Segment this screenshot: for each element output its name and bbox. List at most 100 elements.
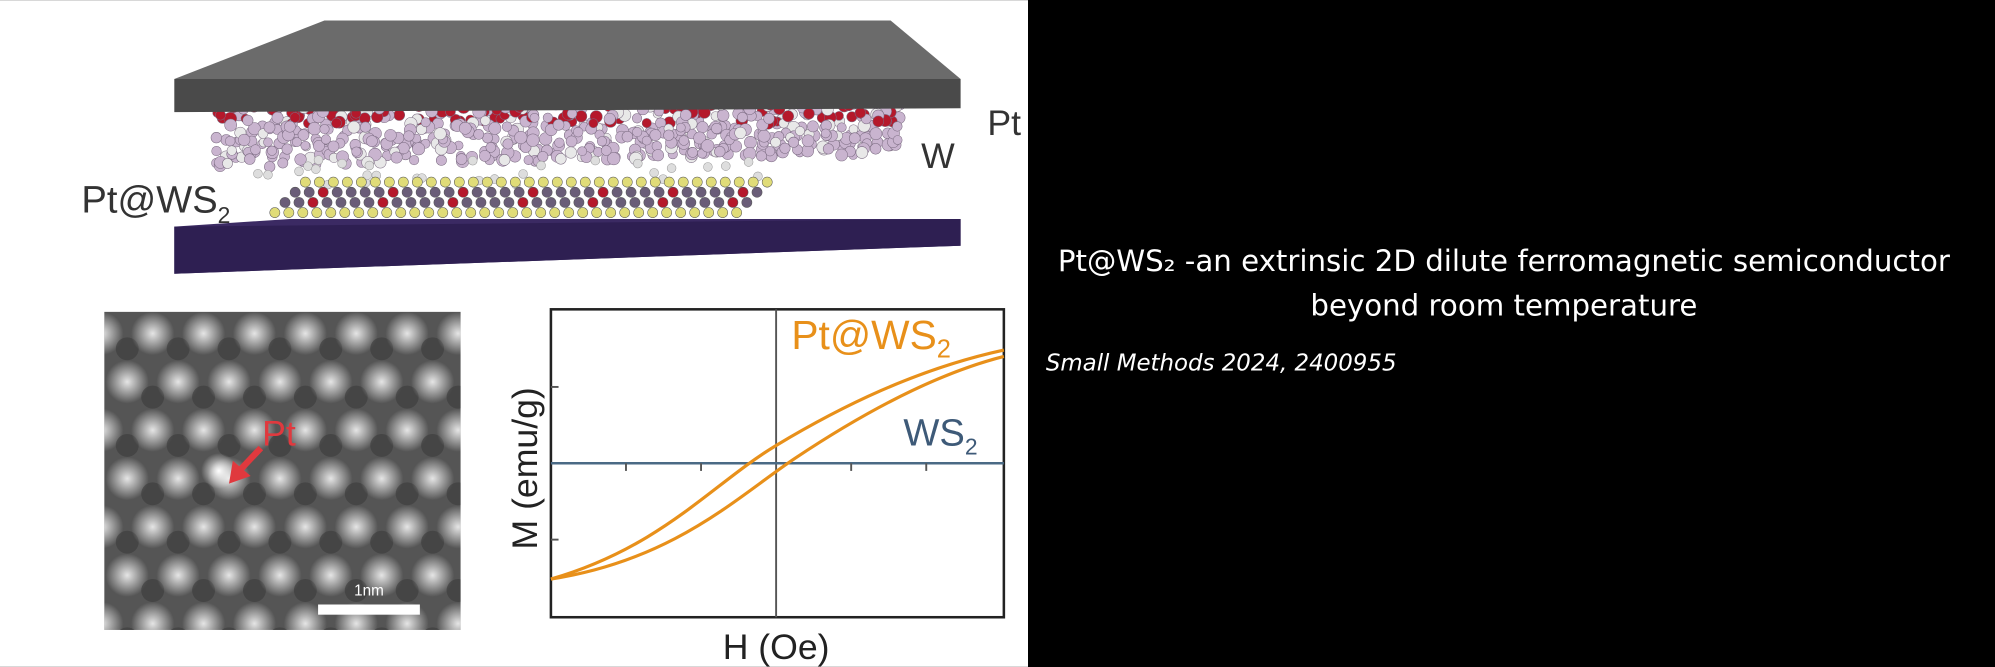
atom — [242, 114, 254, 126]
label-main: Pt@WS — [791, 312, 936, 358]
atom — [680, 109, 692, 121]
atom — [313, 139, 325, 152]
lattice-spot — [156, 360, 200, 404]
atom — [731, 207, 743, 218]
substrate-front — [174, 218, 961, 274]
atom — [687, 147, 698, 158]
atom — [345, 186, 357, 198]
atom — [303, 186, 315, 198]
lattice-spot — [309, 360, 353, 404]
atom — [711, 122, 723, 135]
atom — [681, 186, 693, 198]
atom — [695, 186, 707, 198]
lattice-spot — [309, 456, 353, 501]
atom — [523, 176, 535, 188]
lattice-dark — [120, 627, 135, 630]
atom — [269, 207, 281, 218]
lattice-dark — [421, 337, 445, 361]
atom — [577, 146, 588, 157]
atom — [717, 207, 729, 218]
title-line: beyond room temperature — [1310, 289, 1697, 323]
atom — [458, 121, 472, 135]
atom — [607, 152, 621, 166]
atom — [701, 139, 715, 153]
lattice-spot — [232, 601, 277, 630]
atom — [373, 186, 385, 198]
atom — [699, 197, 711, 208]
atom — [629, 197, 641, 208]
lattice-dark — [395, 385, 419, 409]
atom — [300, 176, 311, 188]
atom — [641, 118, 652, 128]
atom — [493, 207, 505, 218]
atom — [691, 176, 703, 188]
lattice-dark — [272, 627, 288, 630]
atom — [782, 110, 794, 123]
atom — [761, 176, 773, 188]
lattice-dark — [425, 627, 440, 630]
lattice-dark — [170, 627, 186, 630]
atom — [307, 122, 321, 136]
atom — [211, 146, 222, 157]
lattice-spot — [104, 602, 124, 630]
atom — [685, 197, 697, 208]
atom — [480, 115, 491, 126]
atom — [869, 127, 883, 140]
lattice-spot — [410, 553, 455, 597]
atom — [741, 197, 753, 208]
atom — [551, 176, 563, 188]
pt-atom — [201, 453, 237, 489]
atom — [564, 146, 577, 159]
atom — [489, 197, 501, 208]
atom — [351, 146, 362, 157]
atom — [757, 129, 771, 143]
stem-lattice — [104, 311, 461, 630]
atom — [633, 207, 645, 218]
lattice-spot — [181, 505, 226, 549]
atom — [703, 162, 713, 172]
atom — [615, 197, 627, 208]
atom — [439, 176, 451, 188]
atom — [549, 207, 561, 218]
atom — [390, 151, 403, 164]
atom — [649, 129, 662, 141]
atom — [313, 155, 324, 165]
atom — [457, 186, 469, 198]
atom — [573, 197, 585, 208]
atom — [337, 158, 347, 169]
atom — [764, 146, 776, 157]
atom — [518, 169, 528, 179]
atom — [342, 176, 353, 188]
atom — [325, 207, 337, 218]
atom — [611, 186, 623, 198]
atom — [475, 197, 487, 208]
atom — [587, 197, 599, 208]
lattice-spot — [360, 360, 404, 404]
atom — [625, 186, 637, 198]
atom — [743, 157, 754, 167]
atom — [335, 197, 347, 208]
atom — [770, 136, 781, 148]
atom — [635, 176, 647, 188]
atom — [569, 186, 581, 198]
lattice-spot — [283, 505, 327, 549]
lattice-spot — [360, 456, 404, 501]
atom — [597, 186, 609, 198]
atom — [349, 197, 361, 208]
atom — [713, 197, 725, 208]
lattice-dark — [115, 530, 139, 554]
atom — [663, 176, 675, 188]
lattice-spot — [283, 601, 327, 630]
label-sub: 2 — [218, 202, 231, 228]
atom — [554, 137, 565, 148]
atom — [733, 176, 745, 188]
atom — [537, 151, 549, 162]
lattice-spot — [436, 311, 461, 356]
atom — [807, 120, 819, 133]
atom — [869, 143, 882, 155]
atom — [671, 197, 683, 208]
atom — [405, 197, 417, 208]
atom — [397, 176, 409, 188]
atom — [455, 153, 468, 165]
lattice-dark — [344, 385, 368, 409]
